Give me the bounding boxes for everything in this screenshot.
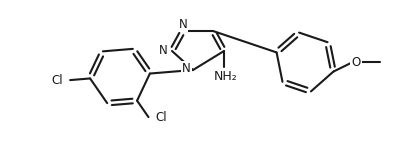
Text: NH₂: NH₂ (214, 71, 238, 84)
Text: N: N (182, 61, 191, 74)
Text: N: N (179, 18, 187, 32)
Text: Cl: Cl (156, 111, 167, 124)
Text: O: O (351, 55, 361, 69)
Text: Cl: Cl (52, 74, 63, 87)
Text: N: N (159, 43, 168, 56)
